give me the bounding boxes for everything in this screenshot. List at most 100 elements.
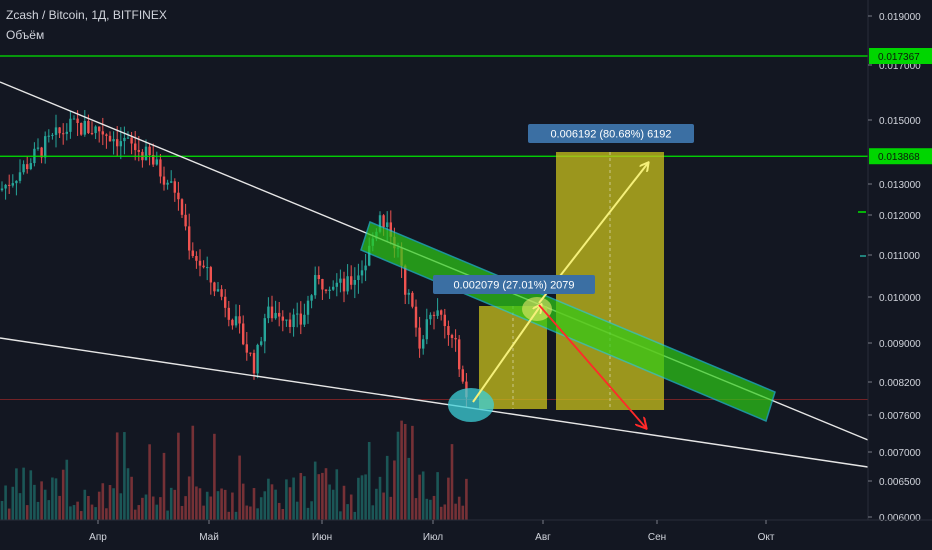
candle-body (454, 337, 457, 340)
volume-bar (79, 511, 83, 520)
volume-bar (281, 508, 285, 520)
volume-bar (0, 501, 4, 520)
volume-bar (349, 494, 353, 520)
candle-body (364, 265, 367, 271)
price-level-badge (869, 148, 932, 165)
x-tick-label: Авг (535, 532, 551, 543)
candle-body (458, 339, 461, 370)
candle-body (173, 181, 176, 193)
candle-body (332, 286, 335, 290)
candles (0, 110, 468, 408)
x-tick-label: Апр (89, 532, 107, 543)
candle-body (306, 300, 310, 315)
x-tick-label: Май (199, 532, 219, 543)
candle-body (407, 292, 410, 295)
volume-bar (151, 496, 155, 520)
volume-bar (112, 488, 115, 520)
entry-ellipse (448, 388, 494, 422)
volume-bar (288, 487, 292, 520)
volume-bar (367, 441, 371, 520)
y-tick-label: 0.006500 (879, 477, 921, 488)
volume-bar (141, 497, 144, 520)
volume-bar (133, 509, 137, 520)
candle-body (170, 181, 173, 183)
volume-bar (249, 506, 252, 520)
arrow-up-first (472, 305, 541, 403)
candle-body (90, 133, 94, 135)
candle-body (51, 134, 54, 136)
candle-body (162, 176, 166, 185)
volume-bar (396, 431, 400, 520)
volume-bar (357, 477, 360, 520)
candle-body (11, 183, 14, 186)
candle-body (328, 289, 331, 291)
y-tick-label: 0.010000 (879, 293, 921, 304)
price-level-badge (869, 48, 932, 65)
volume-bar (411, 425, 414, 520)
candle-body (216, 289, 220, 292)
volume-bar (241, 483, 245, 520)
measure-label-text: 0.002079 (27.01%) 2079 (453, 280, 574, 292)
volume-bar (205, 491, 209, 520)
candle-body (274, 312, 277, 319)
candle-body (166, 182, 169, 185)
price-level-badge-text: 0.013868 (878, 152, 920, 163)
measure-label-text: 0.006192 (80.68%) 6192 (550, 129, 671, 141)
drawings (0, 55, 869, 468)
candle-body (177, 192, 180, 200)
candle-body (303, 314, 306, 325)
volume-bar (429, 499, 432, 520)
volume-bar (331, 489, 335, 520)
x-tick-label: Сен (648, 532, 666, 543)
candle-body (281, 316, 284, 321)
volume-bar (184, 496, 187, 520)
volume-bar (450, 444, 454, 520)
candle-body (220, 289, 223, 297)
volume-bar (148, 444, 151, 520)
candle-body (249, 352, 252, 354)
volume-bar (130, 476, 133, 520)
candle-body (314, 275, 317, 296)
volume-bar (360, 475, 364, 520)
y-tick-label: 0.011000 (879, 251, 920, 262)
candle-body (213, 282, 216, 292)
volume-bar (364, 474, 367, 520)
candle-body (389, 222, 392, 237)
candle-body (285, 319, 288, 321)
time-axis: Апр Май Июн Июл Авг Сен Окт (0, 519, 932, 543)
candle-body (134, 143, 137, 151)
volume-bar (213, 433, 216, 520)
volume-bar (54, 478, 58, 520)
volume-bar (198, 488, 202, 520)
y-tick-label: 0.013000 (879, 180, 921, 191)
candle-body (76, 118, 79, 124)
volume-bar (457, 496, 461, 520)
candle-body (184, 214, 187, 227)
candle-body (461, 369, 464, 382)
candle-body (278, 312, 281, 317)
volume-bar (454, 503, 457, 520)
candle-body (40, 147, 43, 158)
candle-body (83, 120, 86, 135)
candle-body (108, 135, 112, 142)
volume-bar (407, 457, 411, 520)
volume-bar (371, 505, 375, 520)
volume-bar (126, 468, 130, 520)
volume-bar (69, 506, 72, 520)
candle-body (432, 314, 436, 316)
candle-body (288, 319, 292, 328)
volume-bar (227, 511, 231, 520)
volume-bar (443, 504, 447, 520)
candle-body (368, 245, 371, 266)
candle-body (155, 159, 158, 165)
candle-body (224, 296, 227, 308)
arrow-down (538, 304, 646, 428)
green-channel (360, 220, 776, 423)
candle-body (436, 310, 439, 316)
candle-body (350, 276, 353, 285)
candle-body (422, 339, 425, 349)
candle-body (0, 188, 4, 191)
measure-label-bg (528, 124, 694, 143)
candle-body (152, 155, 155, 165)
